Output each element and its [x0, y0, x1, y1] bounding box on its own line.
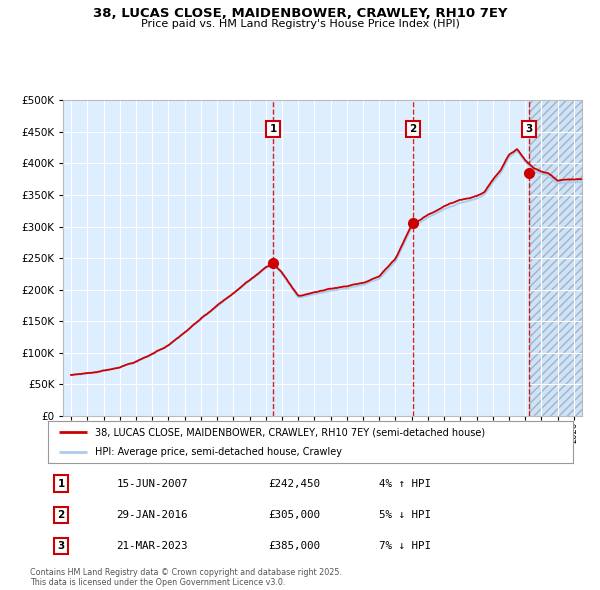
Bar — [529, 100, 582, 416]
Text: 5% ↓ HPI: 5% ↓ HPI — [379, 510, 431, 520]
Text: HPI: Average price, semi-detached house, Crawley: HPI: Average price, semi-detached house,… — [95, 447, 342, 457]
Bar — [529, 100, 582, 416]
Text: 1: 1 — [58, 478, 65, 489]
Text: 21-MAR-2023: 21-MAR-2023 — [116, 541, 188, 551]
Text: 2: 2 — [409, 124, 416, 134]
Text: 38, LUCAS CLOSE, MAIDENBOWER, CRAWLEY, RH10 7EY (semi-detached house): 38, LUCAS CLOSE, MAIDENBOWER, CRAWLEY, R… — [95, 427, 485, 437]
Text: 29-JAN-2016: 29-JAN-2016 — [116, 510, 188, 520]
Text: 3: 3 — [525, 124, 532, 134]
Text: 3: 3 — [58, 541, 65, 551]
Text: Contains HM Land Registry data © Crown copyright and database right 2025.
This d: Contains HM Land Registry data © Crown c… — [30, 568, 342, 587]
Text: 15-JUN-2007: 15-JUN-2007 — [116, 478, 188, 489]
Text: £242,450: £242,450 — [269, 478, 320, 489]
Text: 1: 1 — [269, 124, 277, 134]
Text: 2: 2 — [58, 510, 65, 520]
Text: £385,000: £385,000 — [269, 541, 320, 551]
Text: 4% ↑ HPI: 4% ↑ HPI — [379, 478, 431, 489]
Text: Price paid vs. HM Land Registry's House Price Index (HPI): Price paid vs. HM Land Registry's House … — [140, 19, 460, 30]
Text: 7% ↓ HPI: 7% ↓ HPI — [379, 541, 431, 551]
Text: 38, LUCAS CLOSE, MAIDENBOWER, CRAWLEY, RH10 7EY: 38, LUCAS CLOSE, MAIDENBOWER, CRAWLEY, R… — [93, 7, 507, 20]
Text: £305,000: £305,000 — [269, 510, 320, 520]
